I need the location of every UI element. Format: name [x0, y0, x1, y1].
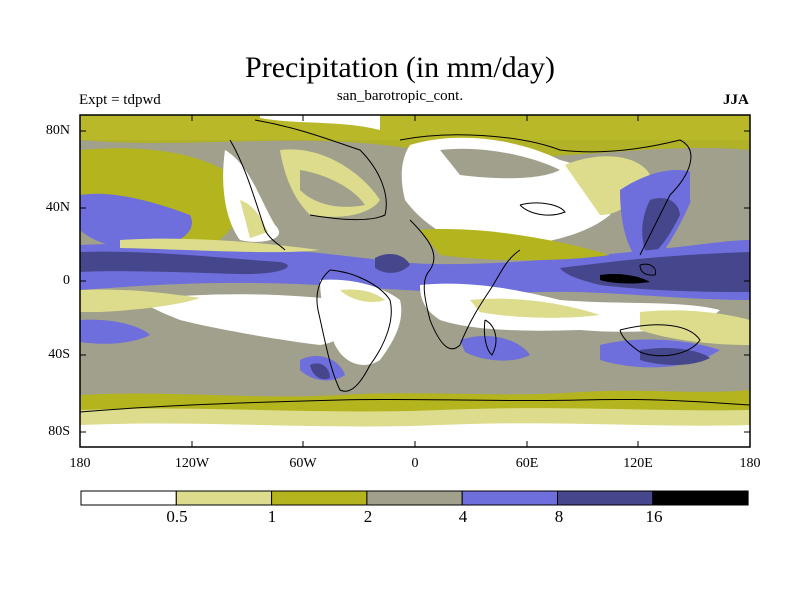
- colorbar-label: 1: [267, 507, 277, 526]
- y-tick-label-80n: 80N: [45, 123, 70, 138]
- colorbar-label: 0.5: [166, 507, 188, 526]
- season-label: JJA: [723, 92, 749, 108]
- chart-title: Precipitation (in mm/day): [245, 51, 555, 84]
- case-name-label: san_barotropic_cont.: [336, 88, 464, 104]
- colorbar-label: 8: [554, 507, 564, 526]
- colorbar-box: [652, 490, 749, 506]
- colorbar-label: 4: [458, 507, 468, 526]
- x-tick-label-120w: 120W: [174, 456, 210, 471]
- x-tick-label-180e: 180: [739, 456, 761, 471]
- colorbar-label: 2: [363, 507, 373, 526]
- colorbar-box: [461, 490, 559, 506]
- colorbar-box: [80, 490, 177, 506]
- precipitation-field: [80, 115, 750, 447]
- y-tick-label-0: 0: [63, 273, 70, 288]
- x-tick-label-0: 0: [411, 456, 419, 471]
- colorbar-box: [557, 490, 654, 506]
- colorbar-label: 16: [645, 507, 663, 526]
- y-tick-label-40s: 40S: [48, 347, 70, 362]
- y-tick-label-40n: 40N: [45, 200, 70, 215]
- axis-ticks: [79, 115, 751, 447]
- x-tick-label-60w: 60W: [289, 456, 317, 471]
- colorbar-box: [271, 490, 368, 506]
- y-tick-label-80s: 80S: [48, 424, 70, 439]
- x-tick-label-60e: 60E: [515, 456, 539, 471]
- colorbar-box: [366, 490, 463, 506]
- colorbar: [80, 490, 749, 506]
- x-tick-label-120e: 120E: [623, 456, 653, 471]
- coastlines: [80, 119, 750, 413]
- colorbar-box: [175, 490, 273, 506]
- experiment-label: Expt = tdpwd: [79, 92, 161, 108]
- x-tick-label-180w: 180: [69, 456, 91, 471]
